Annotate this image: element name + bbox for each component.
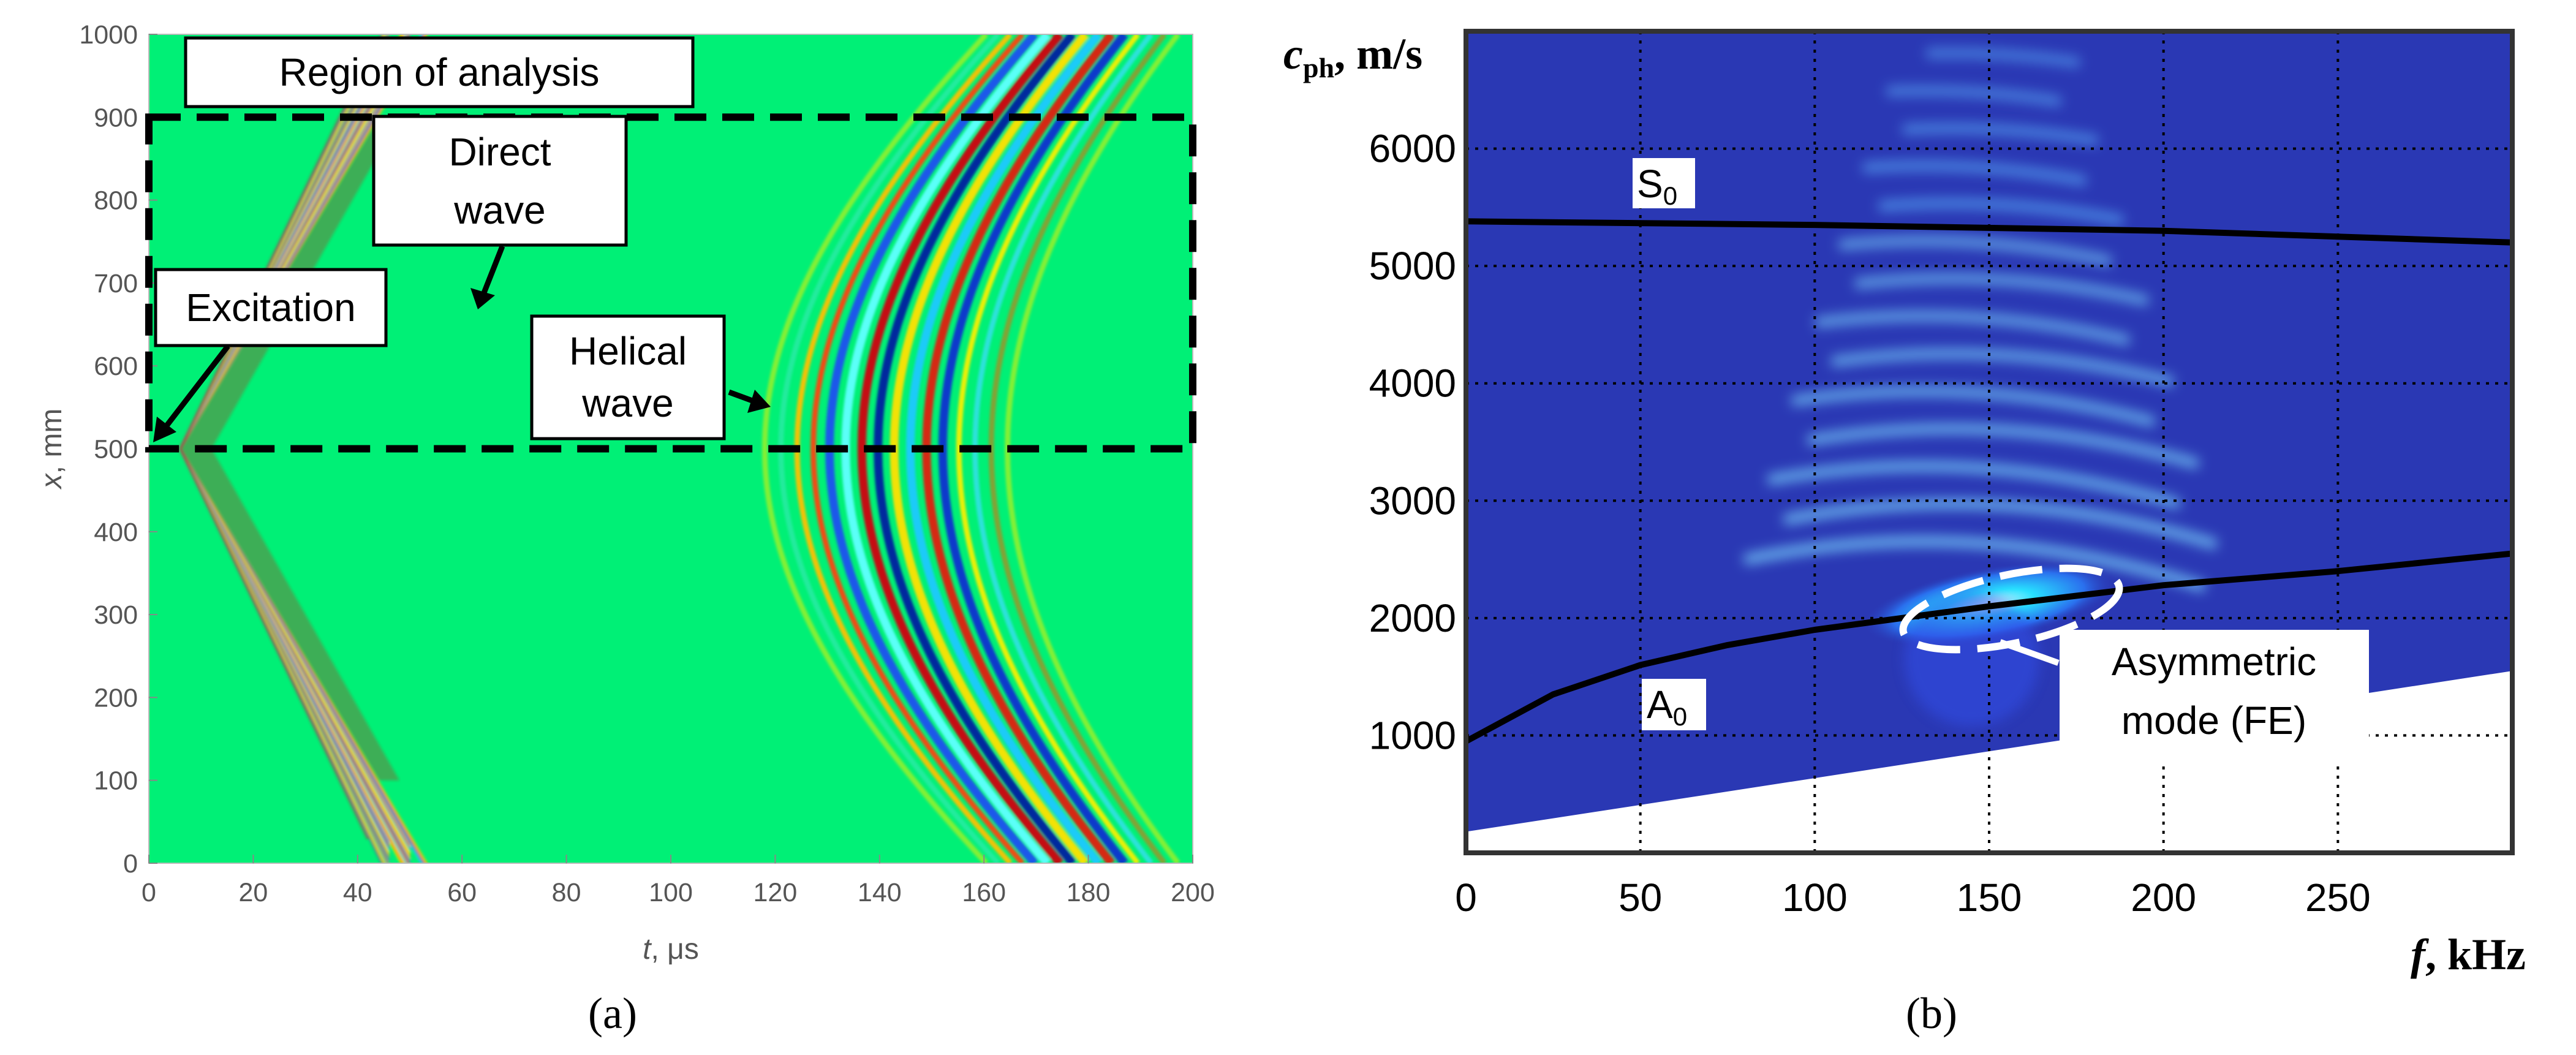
panel-a-x-tick-label: 120 bbox=[754, 878, 798, 907]
spectral-stripe bbox=[1902, 123, 2099, 146]
panel-a-y-ticks: 0 100 200 300 400 500 600 700 800 900 1000 bbox=[79, 20, 157, 879]
spectral-stripe bbox=[1926, 48, 2081, 68]
direct-wave-core bbox=[180, 448, 399, 781]
direct-wave-front bbox=[179, 58, 369, 450]
panel-b-x-tick-label: 200 bbox=[2131, 875, 2196, 920]
svg-text:S0: S0 bbox=[1637, 162, 1677, 210]
helical-wave-front bbox=[761, 34, 989, 863]
s0-dispersion-curve bbox=[1466, 218, 2512, 246]
spectral-stripe bbox=[1807, 423, 2200, 469]
spectral-stripe bbox=[1783, 499, 2218, 550]
svg-text:Helical: Helical bbox=[569, 329, 687, 373]
panel-b-y-tick-label: 5000 bbox=[1369, 244, 1456, 288]
spectral-stripe bbox=[1791, 386, 2156, 427]
panel-b-spectral-stripes bbox=[1743, 48, 2218, 592]
panel-a-y-tick-label: 300 bbox=[94, 600, 138, 630]
panel-a-y-axis-label: x, mm bbox=[36, 409, 68, 490]
panel-a-y-tick-label: 1000 bbox=[79, 20, 138, 50]
panel-a-x-tick-label: 160 bbox=[962, 878, 1006, 907]
panel-b-x-tick-label: 100 bbox=[1782, 875, 1848, 920]
svg-text:wave: wave bbox=[453, 188, 545, 232]
svg-text:wave: wave bbox=[581, 381, 673, 425]
region-of-analysis-box bbox=[145, 113, 1196, 453]
asymmetric-mode-leader bbox=[1999, 639, 2060, 666]
panel-b-x-ticks: 0 50 100 150 200 250 bbox=[1455, 875, 2371, 920]
panel-a-x-tick-label: 200 bbox=[1171, 878, 1215, 907]
panel-b-x-tick-label: 0 bbox=[1455, 875, 1477, 920]
panel-a: 0 20 40 60 80 100 120 140 160 180 200 0 100 200 300 40… bbox=[36, 20, 1215, 966]
panel-b-x-tick-label: 50 bbox=[1618, 875, 1662, 920]
spectral-stripe bbox=[1862, 161, 2087, 186]
panel-a-y-tick-label: 900 bbox=[94, 103, 138, 132]
direct-wave-label: Direct wave bbox=[372, 115, 628, 247]
svg-text:Excitation: Excitation bbox=[186, 285, 355, 330]
asymmetric-mode-label: Asymmetric mode (FE) bbox=[2060, 630, 2369, 765]
region-of-analysis-label: Region of analysis bbox=[184, 36, 695, 108]
annotation-arrows bbox=[153, 245, 771, 442]
panel-a-x-tick-label: 40 bbox=[343, 878, 372, 907]
panel-a-y-tick-label: 800 bbox=[94, 186, 138, 216]
low-intensity-glow bbox=[1904, 591, 2039, 727]
panel-a-y-tick-label: 400 bbox=[94, 518, 138, 547]
spectral-stripe bbox=[1878, 198, 2125, 225]
panel-a-caption: (a) bbox=[588, 989, 637, 1038]
panel-b-x-tick-label: 250 bbox=[2305, 875, 2371, 920]
helical-wave-front bbox=[956, 34, 1140, 863]
panel-b-x-axis-label: f, kHz bbox=[2411, 930, 2526, 979]
helical-wave-front bbox=[906, 34, 1102, 863]
panel-b-y-axis-label: cph, m/s bbox=[1283, 29, 1422, 83]
excitation-label: Excitation bbox=[154, 268, 388, 347]
panel-a-y-tick-label: 0 bbox=[123, 849, 138, 879]
panel-a-x-tick-label: 0 bbox=[142, 878, 156, 907]
panel-b-x-tick-label: 150 bbox=[1957, 875, 2022, 920]
panel-b-y-tick-label: 4000 bbox=[1369, 361, 1456, 406]
spectral-stripe bbox=[1854, 273, 2150, 306]
svg-text:Region of analysis: Region of analysis bbox=[279, 50, 600, 94]
panel-a-x-tick-label: 100 bbox=[649, 878, 693, 907]
s0-mode-label: S0 bbox=[1633, 158, 1695, 210]
asymmetric-mode-ellipse bbox=[1899, 564, 2123, 654]
panel-a-x-ticks: 0 20 40 60 80 100 120 140 160 180 200 bbox=[142, 855, 1215, 907]
svg-text:A0: A0 bbox=[1647, 683, 1687, 731]
panel-a-x-tick-label: 180 bbox=[1067, 878, 1111, 907]
panel-b: 0 50 100 150 200 250 1000 2000 3000 4000 5000 6000… bbox=[1283, 29, 2526, 979]
panel-b-caption: (b) bbox=[1906, 989, 1957, 1038]
helical-wave-label: Helical wave bbox=[530, 314, 726, 441]
helical-wave-front bbox=[810, 34, 1025, 863]
spectral-stripe bbox=[1767, 461, 2181, 509]
panel-a-x-tick-label: 140 bbox=[858, 878, 902, 907]
panel-b-plot-frame bbox=[1464, 29, 2515, 855]
panel-b-y-ticks: 1000 2000 3000 4000 5000 6000 bbox=[1369, 127, 1456, 758]
panel-b-intensity-field bbox=[1743, 48, 2218, 727]
panel-b-y-tick-label: 2000 bbox=[1369, 596, 1456, 640]
a0-dispersion-curve bbox=[1466, 550, 2512, 744]
spectral-stripe bbox=[1815, 311, 2131, 346]
panel-b-y-tick-label: 6000 bbox=[1369, 127, 1456, 171]
panel-a-x-tick-label: 80 bbox=[552, 878, 581, 907]
helical-wave-front bbox=[857, 34, 1063, 863]
panel-b-y-tick-label: 1000 bbox=[1369, 713, 1456, 757]
svg-text:mode (FE): mode (FE) bbox=[2121, 698, 2306, 743]
a0-mode-label: A0 bbox=[1642, 679, 1706, 731]
panel-b-dispersion-curves bbox=[1466, 218, 2512, 744]
panel-a-y-tick-label: 200 bbox=[94, 683, 138, 713]
svg-text:Asymmetric: Asymmetric bbox=[2112, 640, 2316, 684]
panel-b-y-tick-label: 3000 bbox=[1369, 478, 1456, 523]
spectral-stripe bbox=[1886, 85, 2062, 107]
panel-a-y-tick-label: 500 bbox=[94, 435, 138, 464]
spectral-stripe bbox=[1838, 236, 2113, 267]
panel-a-y-tick-label: 100 bbox=[94, 766, 138, 796]
panel-a-x-tick-label: 20 bbox=[238, 878, 268, 907]
svg-text:Direct: Direct bbox=[448, 130, 551, 174]
panel-a-x-axis-label: t, μs bbox=[643, 933, 699, 966]
spectral-stripe bbox=[1830, 349, 2175, 387]
panel-a-y-tick-label: 700 bbox=[94, 269, 138, 298]
direct-wave-front bbox=[179, 448, 369, 840]
spectral-stripe bbox=[1743, 536, 2207, 592]
panel-a-x-tick-label: 60 bbox=[447, 878, 477, 907]
panel-a-y-tick-label: 600 bbox=[94, 352, 138, 381]
